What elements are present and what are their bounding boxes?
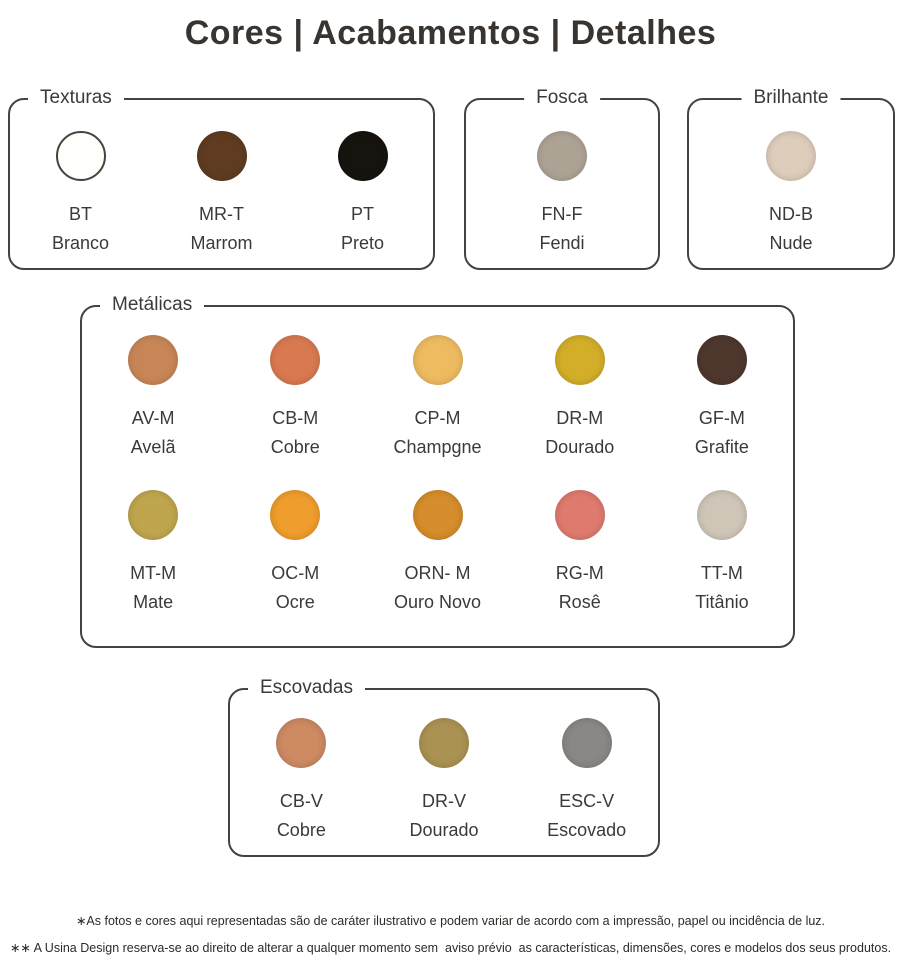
color-dot bbox=[561, 718, 612, 768]
color-dot bbox=[554, 335, 605, 385]
swatch-code: GF-M bbox=[698, 408, 745, 428]
swatch-name: Fendi bbox=[539, 233, 585, 253]
swatch-escv-escovado: ESC-V Escovado bbox=[515, 718, 658, 841]
swatch-row: ND-B Nude bbox=[689, 100, 893, 254]
swatch-name: Marrom bbox=[190, 233, 253, 253]
swatch-avm-avela: AV-M Avelã bbox=[82, 335, 224, 458]
swatch-mtm-mate: MT-M Mate bbox=[82, 490, 224, 613]
swatch-code: TT-M bbox=[700, 563, 743, 583]
swatch-name: Dourado bbox=[545, 437, 615, 457]
swatch-drm-dourado: DR-M Dourado bbox=[509, 335, 651, 458]
color-dot bbox=[128, 490, 179, 540]
swatch-row: BT Branco MR-T Marrom PT Preto bbox=[10, 100, 433, 254]
swatch-code: OC-M bbox=[271, 563, 320, 583]
swatch-gfm-grafite: GF-M Grafite bbox=[651, 335, 793, 458]
color-dot bbox=[696, 490, 747, 540]
swatch-name: Branco bbox=[51, 233, 110, 253]
swatch-code: ORN- M bbox=[404, 563, 471, 583]
swatch-name: Avelã bbox=[130, 437, 176, 457]
swatch-code: CB-M bbox=[272, 408, 319, 428]
footnote-rights-reserved: ∗∗ A Usina Design reserva-se ao direito … bbox=[9, 941, 892, 955]
swatch-name: Nude bbox=[769, 233, 813, 253]
swatch-code: BT bbox=[68, 204, 92, 224]
color-dot bbox=[128, 335, 179, 385]
swatch-code: RG-M bbox=[555, 563, 604, 583]
color-dot bbox=[337, 131, 388, 181]
swatch-code: AV-M bbox=[131, 408, 175, 428]
swatch-ndb-nude: ND-B Nude bbox=[689, 131, 893, 254]
swatch-cpm-champgne: CP-M Champgne bbox=[366, 335, 508, 458]
swatch-name: Escovado bbox=[547, 820, 627, 840]
swatch-name: Preto bbox=[340, 233, 385, 253]
footnote-illustrative-colors: ∗As fotos e cores aqui representadas são… bbox=[75, 914, 826, 928]
swatch-name: Ouro Novo bbox=[393, 592, 482, 612]
swatch-bt-branco: BT Branco bbox=[10, 131, 151, 254]
swatch-code: MT-M bbox=[130, 563, 177, 583]
swatch-fnf-fendi: FN-F Fendi bbox=[466, 131, 658, 254]
swatch-row: MT-M Mate OC-M Ocre ORN- M Ouro Novo RG-… bbox=[82, 458, 793, 613]
swatch-name: Cobre bbox=[270, 437, 320, 457]
swatch-name: Champgne bbox=[393, 437, 482, 457]
color-dot bbox=[412, 335, 463, 385]
group-escovadas-label: Escovadas bbox=[248, 675, 365, 701]
color-dot bbox=[537, 131, 587, 181]
swatch-ornm-ouro-novo: ORN- M Ouro Novo bbox=[366, 490, 508, 613]
swatch-code: DR-M bbox=[556, 408, 604, 428]
swatch-code: CB-V bbox=[279, 791, 323, 811]
swatch-code: ESC-V bbox=[559, 791, 615, 811]
swatch-code: MR-T bbox=[199, 204, 244, 224]
group-fosca-label: Fosca bbox=[524, 85, 600, 111]
color-dot bbox=[270, 490, 321, 540]
color-dot bbox=[270, 335, 321, 385]
swatch-row: FN-F Fendi bbox=[466, 100, 658, 254]
swatch-name: Ocre bbox=[275, 592, 315, 612]
color-dot bbox=[196, 131, 247, 181]
swatch-code: DR-V bbox=[422, 791, 466, 811]
group-metalicas: Metálicas AV-M Avelã CB-M Cobre CP-M Cha… bbox=[80, 292, 795, 648]
swatch-name: Dourado bbox=[409, 820, 479, 840]
swatch-code: CP-M bbox=[414, 408, 461, 428]
group-fosca: Fosca FN-F Fendi bbox=[464, 85, 660, 270]
swatch-name: Cobre bbox=[276, 820, 326, 840]
swatch-row: CB-V Cobre DR-V Dourado ESC-V Escovado bbox=[230, 690, 658, 841]
swatch-code: PT bbox=[350, 204, 374, 224]
swatch-cbm-cobre: CB-M Cobre bbox=[224, 335, 366, 458]
swatch-rgm-rose: RG-M Rosê bbox=[509, 490, 651, 613]
swatch-drv-dourado: DR-V Dourado bbox=[373, 718, 516, 841]
color-dot bbox=[276, 718, 327, 768]
swatch-code: ND-B bbox=[769, 204, 813, 224]
color-dot bbox=[554, 490, 605, 540]
swatch-code: FN-F bbox=[541, 204, 583, 224]
color-dot bbox=[696, 335, 747, 385]
group-escovadas: Escovadas CB-V Cobre DR-V Dourado ESC-V … bbox=[228, 675, 660, 857]
color-dot bbox=[412, 490, 463, 540]
color-dot bbox=[419, 718, 469, 768]
group-brilhante: Brilhante ND-B Nude bbox=[687, 85, 895, 270]
swatch-row: AV-M Avelã CB-M Cobre CP-M Champgne DR-M… bbox=[82, 307, 793, 458]
group-texturas-label: Texturas bbox=[28, 85, 124, 111]
group-metalicas-label: Metálicas bbox=[100, 292, 205, 318]
swatch-ttm-titanio: TT-M Titânio bbox=[651, 490, 793, 613]
color-dot bbox=[766, 131, 816, 181]
swatch-mrt-marrom: MR-T Marrom bbox=[151, 131, 292, 254]
swatch-name: Mate bbox=[133, 592, 174, 612]
group-brilhante-label: Brilhante bbox=[741, 85, 841, 111]
swatch-name: Grafite bbox=[694, 437, 749, 457]
swatch-ocm-ocre: OC-M Ocre bbox=[224, 490, 366, 613]
page-title: Cores | Acabamentos | Detalhes bbox=[184, 14, 717, 52]
swatch-cbv-cobre: CB-V Cobre bbox=[230, 718, 373, 841]
swatch-name: Titânio bbox=[695, 592, 749, 612]
color-dot bbox=[55, 131, 106, 181]
swatch-name: Rosê bbox=[558, 592, 601, 612]
swatch-pt-preto: PT Preto bbox=[292, 131, 433, 254]
group-texturas: Texturas BT Branco MR-T Marrom PT Preto bbox=[8, 85, 435, 270]
